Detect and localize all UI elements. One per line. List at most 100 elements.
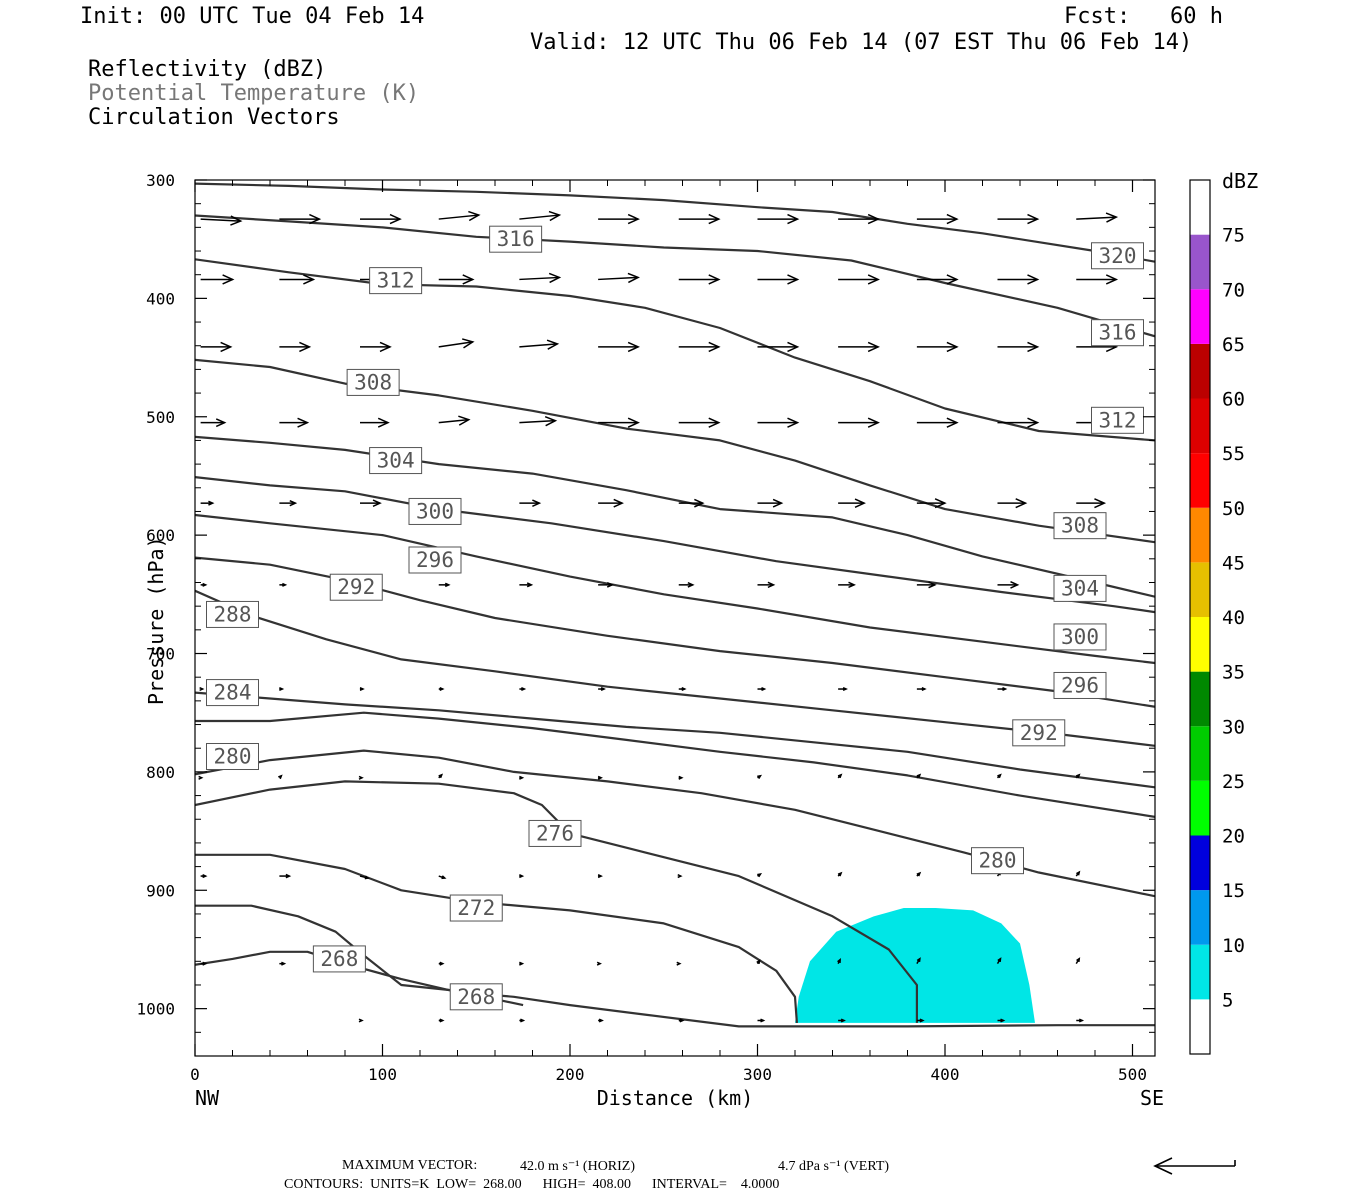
svg-text:268: 268 — [457, 985, 495, 1009]
circulation-vector — [678, 341, 721, 353]
x-tick-label: 0 — [190, 1065, 200, 1084]
svg-text:292: 292 — [1020, 721, 1058, 745]
colorbar-swatch — [1190, 507, 1210, 563]
svg-text:316: 316 — [1099, 321, 1137, 345]
circulation-vector — [997, 341, 1040, 353]
circulation-vector — [519, 499, 542, 508]
circulation-vector — [916, 1018, 925, 1023]
circulation-vector — [838, 498, 866, 508]
contours-info: CONTOURS: UNITS=K LOW= 268.00 HIGH= 408.… — [284, 1177, 780, 1192]
circulation-vector — [837, 871, 843, 877]
valid-time: Valid: 12 UTC Thu 06 Feb 14 (07 EST Thu … — [530, 30, 1193, 55]
x-tick-label: 400 — [931, 1065, 960, 1084]
circulation-vector — [838, 686, 848, 692]
contour-label: 320 — [1091, 242, 1144, 270]
circulation-vector — [359, 875, 370, 880]
contour-label: 304 — [369, 447, 423, 475]
circulation-vector — [438, 961, 445, 966]
circulation-vector — [438, 582, 451, 588]
isentrope-296 — [195, 513, 1155, 665]
colorbar-level-label: 35 — [1222, 662, 1245, 684]
isentrope-312 — [195, 258, 1155, 442]
circulation-vector — [438, 875, 447, 880]
colorbar-swatch — [1190, 726, 1210, 781]
y-axis-label: Pressure (hPa) — [144, 536, 168, 705]
colorbar-level-label: 70 — [1222, 279, 1245, 301]
contour-label: 292 — [1012, 719, 1066, 747]
colorbar-unit-label: dBZ — [1222, 169, 1258, 193]
circulation-vector — [519, 775, 525, 780]
max-vector-horiz: 42.0 m s⁻¹ (HORIZ) — [520, 1159, 636, 1174]
colorbar-level-label: 50 — [1222, 498, 1245, 520]
colorbar-level-label: 25 — [1222, 771, 1245, 793]
circulation-vector — [837, 958, 841, 965]
circulation-vector — [916, 871, 922, 877]
circulation-vector — [597, 874, 603, 879]
circulation-vector — [996, 957, 1002, 965]
reflectivity-layer — [795, 908, 1035, 1023]
contour-label: 296 — [408, 546, 462, 574]
circulation-vector — [360, 417, 390, 428]
contour-label: 268 — [312, 945, 366, 973]
circulation-vector — [279, 961, 287, 966]
circulation-vector — [1076, 212, 1119, 223]
contour-label: 296 — [1053, 671, 1107, 699]
isentrope-280 — [195, 749, 1155, 898]
circulation-vector — [916, 341, 959, 353]
colorbar-swatch — [1190, 343, 1210, 399]
circulation-vector — [278, 774, 283, 780]
circulation-vector — [200, 582, 208, 587]
circulation-vector — [279, 873, 292, 879]
circulation-vector — [598, 498, 624, 508]
svg-text:288: 288 — [214, 602, 252, 626]
circulation-vector — [438, 415, 471, 426]
circulation-vector — [279, 499, 298, 507]
circulation-vector — [200, 341, 233, 353]
svg-text:272: 272 — [457, 896, 495, 920]
colorbar-swatch — [1190, 234, 1210, 290]
y-tick-label: 1000 — [136, 1000, 175, 1019]
circulation-vector — [757, 417, 800, 428]
circulation-vector — [438, 1018, 445, 1023]
svg-text:276: 276 — [536, 821, 574, 845]
colorbar-swatch — [1190, 780, 1210, 836]
isentrope-268 — [195, 950, 1155, 1028]
colorbar-swatch — [1190, 890, 1210, 945]
colorbar-swatch — [1190, 398, 1210, 454]
circulation-vector — [997, 686, 1008, 692]
x-tick-label: 300 — [743, 1065, 772, 1084]
circulation-vector — [916, 417, 959, 428]
circulation-vector — [598, 272, 640, 284]
colorbar-level-label: 75 — [1222, 225, 1245, 247]
x-axis-label: Distance (km) — [597, 1086, 754, 1110]
circulation-vector — [279, 274, 316, 285]
max-vector-label: MAXIMUM VECTOR: — [342, 1158, 478, 1173]
circulation-vector — [358, 775, 364, 780]
svg-text:280: 280 — [214, 745, 252, 769]
contour-label: 272 — [449, 894, 503, 922]
circulation-vector — [838, 1018, 846, 1023]
svg-text:316: 316 — [497, 227, 535, 251]
x-tick-label: 200 — [556, 1065, 585, 1084]
circulation-vector — [200, 961, 208, 966]
colorbar-level-label: 10 — [1222, 935, 1245, 957]
circulation-vector — [598, 213, 640, 225]
isentrope-280 — [195, 711, 1155, 818]
circulation-vector — [200, 418, 227, 428]
circulation-vector — [519, 339, 560, 350]
circulation-vector — [519, 210, 562, 222]
circulation-vector — [916, 274, 959, 285]
colorbar-level-label: 20 — [1222, 826, 1245, 848]
circulation-vector — [1075, 870, 1081, 877]
circulation-vector — [677, 874, 683, 879]
circulation-vector — [997, 498, 1028, 509]
circulation-vector — [1075, 773, 1081, 779]
isentrope-304 — [195, 435, 1155, 598]
colorbar-swatch — [1190, 180, 1210, 235]
contour-label: 316 — [489, 225, 543, 253]
y-tick-label: 800 — [146, 763, 175, 782]
circulation-vector — [837, 773, 843, 779]
circulation-vector — [279, 213, 322, 225]
field-potential-temperature: Potential Temperature (K) — [88, 81, 420, 106]
svg-text:296: 296 — [1061, 673, 1099, 697]
